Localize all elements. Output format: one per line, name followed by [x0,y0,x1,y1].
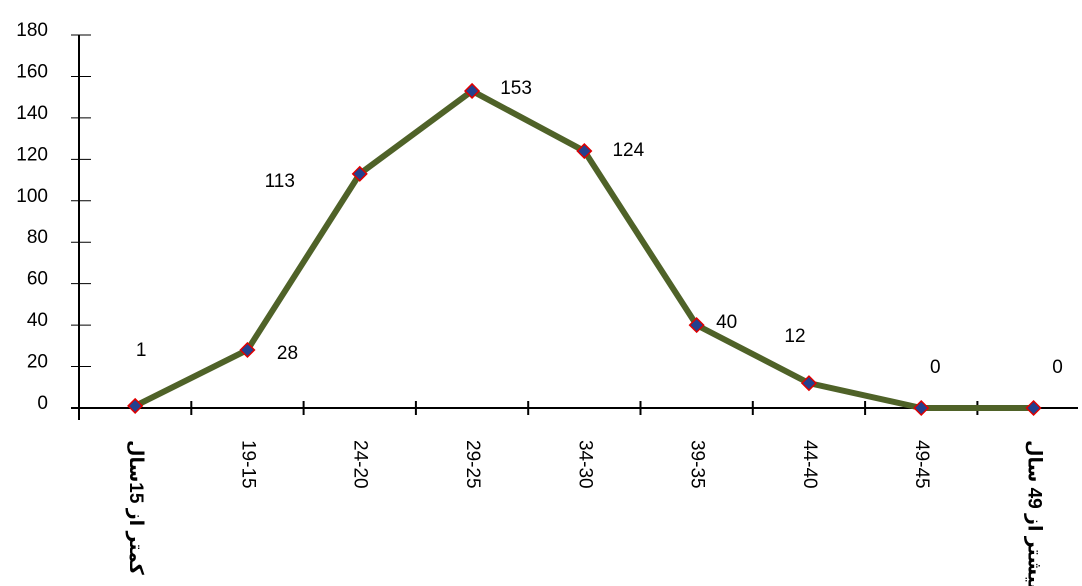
y-tick-label: 120 [16,144,48,165]
x-tick-label: 49-45 [911,440,932,489]
data-label: 113 [265,171,295,192]
y-tick-label: 160 [16,61,48,82]
data-label: 1 [136,340,147,361]
y-tick-label: 20 [27,352,48,373]
marker [127,397,144,414]
x-tick-label: 24-20 [350,440,371,489]
y-tick-label: 0 [37,393,48,414]
data-label: 0 [1052,357,1063,378]
marker [1025,399,1042,417]
x-tick-label: 29-25 [462,440,483,489]
x-tick-label: 34-30 [574,440,595,489]
marker [463,82,481,100]
data-label: 40 [716,312,737,333]
marker [351,165,368,182]
marker [913,399,930,417]
y-tick-label: 40 [27,310,48,331]
y-tick-label: 180 [16,20,48,41]
y-tick-label: 60 [27,269,48,290]
marker [688,317,705,334]
x-tick-label: کمتر از 15سال [125,440,146,576]
marker [800,375,818,392]
data-label: 28 [277,343,298,364]
data-label: 153 [500,78,532,99]
marker [239,341,256,359]
data-label: 0 [930,357,941,378]
data-label: 12 [784,326,805,347]
data-label: 124 [612,140,644,161]
y-tick-label: 140 [16,103,48,124]
x-tick-label: 44-40 [799,440,820,489]
y-tick-label: 80 [27,227,48,248]
x-tick-label: 39-35 [687,440,708,489]
line [133,87,1034,411]
x-tick-label: بيشتر از 49 سال [1024,440,1045,586]
y-tick-label: 100 [16,186,48,207]
x-tick-label: 19-15 [237,440,258,489]
marker [576,142,593,160]
